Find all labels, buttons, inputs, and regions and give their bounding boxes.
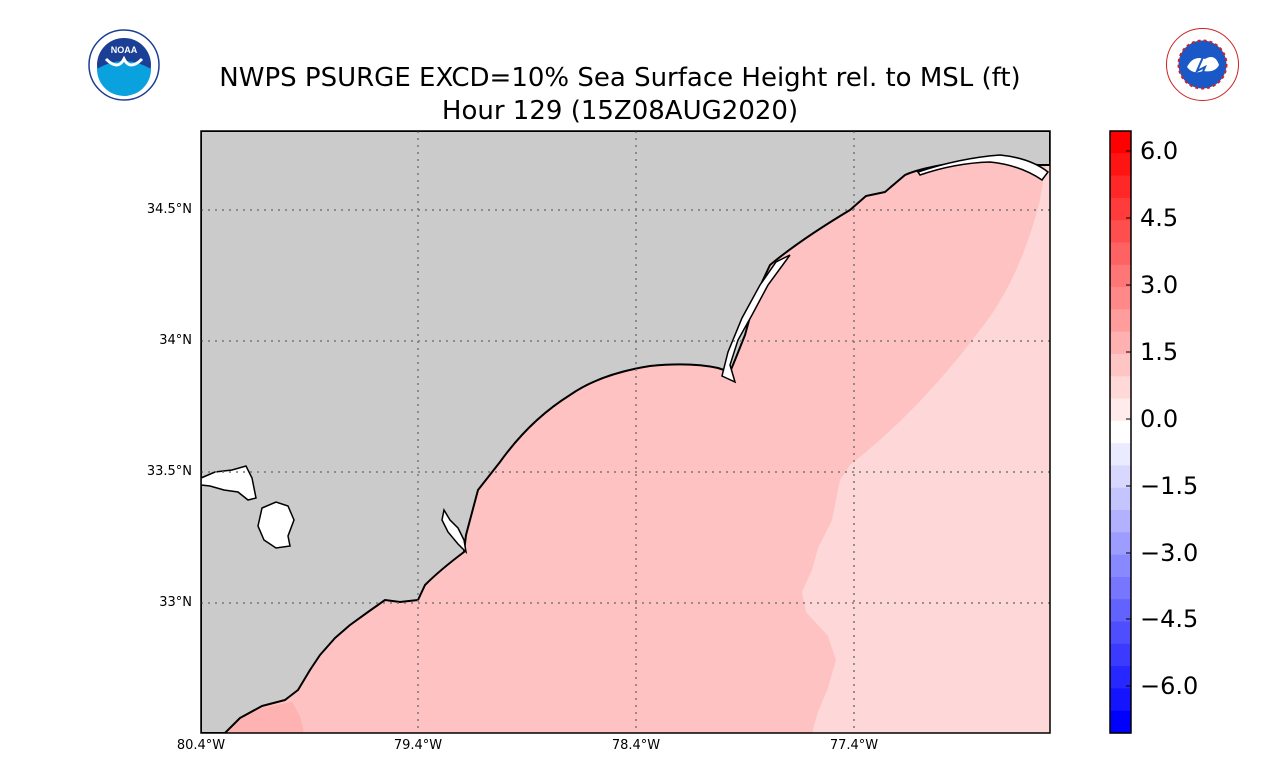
colorbar-segment [1110,264,1131,288]
colorbar-segment [1110,175,1131,199]
lat-label: 34.5°N [146,202,192,217]
colorbar-segment [1110,510,1131,533]
colorbar-segment [1110,487,1131,511]
colorbar-segment [1110,443,1131,467]
lake-marion [201,465,257,501]
colorbar-segment [1110,532,1131,556]
colorbar [1109,130,1132,734]
colorbar-segment [1110,331,1131,355]
colorbar-segment [1110,688,1131,712]
colorbar-label: 1.5 [1140,338,1179,366]
colorbar-segment [1110,576,1131,600]
colorbar-segment [1110,465,1131,489]
lat-label: 34°N [159,333,192,348]
colorbar-label: −1.5 [1140,472,1199,500]
colorbar-frame [1109,130,1132,734]
colorbar-segment [1110,131,1131,154]
lon-label: 78.4°W [611,738,661,753]
colorbar-segment [1110,398,1131,422]
colorbar-segment [1110,220,1131,244]
cape-fear-inlet [721,254,791,384]
colorbar-segment [1110,643,1131,667]
colorbar-segment [1110,197,1131,221]
colorbar-segment [1110,376,1131,400]
colorbar-segment [1110,287,1131,310]
colorbar-segment [1110,353,1131,377]
map-subtitle: Hour 129 (15Z08AUG2020) [441,96,799,126]
map-title: NWPS PSURGE EXCD=10% Sea Surface Height … [219,63,1021,93]
colorbar-segment [1110,153,1131,177]
map-frame [200,130,1051,734]
colorbar-segment [1110,621,1131,645]
lat-label: 33.5°N [146,464,192,479]
colorbar-segment [1110,242,1131,266]
colorbar-segment [1110,420,1131,444]
colorbar-label: 3.0 [1140,271,1179,299]
winyah-bay [441,507,468,555]
lat-label: 33°N [159,595,192,610]
lake-moultrie [257,501,295,549]
offshore-low-surge-area [802,140,1050,733]
colorbar-segment [1110,309,1131,333]
noaa-logo-icon: NOAA [88,29,160,101]
colorbar-segment [1110,666,1131,690]
colorbar-label: 6.0 [1140,137,1179,165]
colorbar-segment [1110,554,1131,578]
nearshore-higher-surge-area [220,702,304,733]
colorbar-label: −6.0 [1140,672,1199,700]
lon-label: 79.4°W [393,738,443,753]
colorbar-segment [1110,599,1131,623]
colorbar-label: −3.0 [1140,539,1199,567]
barrier-island-outer-banks [916,154,1050,182]
colorbar-segment [1110,710,1131,734]
lon-label: 80.4°W [176,738,226,753]
colorbar-label: 4.5 [1140,204,1179,232]
nws-logo-icon [1166,28,1239,101]
colorbar-label: 0.0 [1140,405,1179,433]
colorbar-label: −4.5 [1140,605,1199,633]
svg-text:NOAA: NOAA [111,45,138,55]
lon-label: 77.4°W [829,738,879,753]
graticule [201,131,1050,733]
